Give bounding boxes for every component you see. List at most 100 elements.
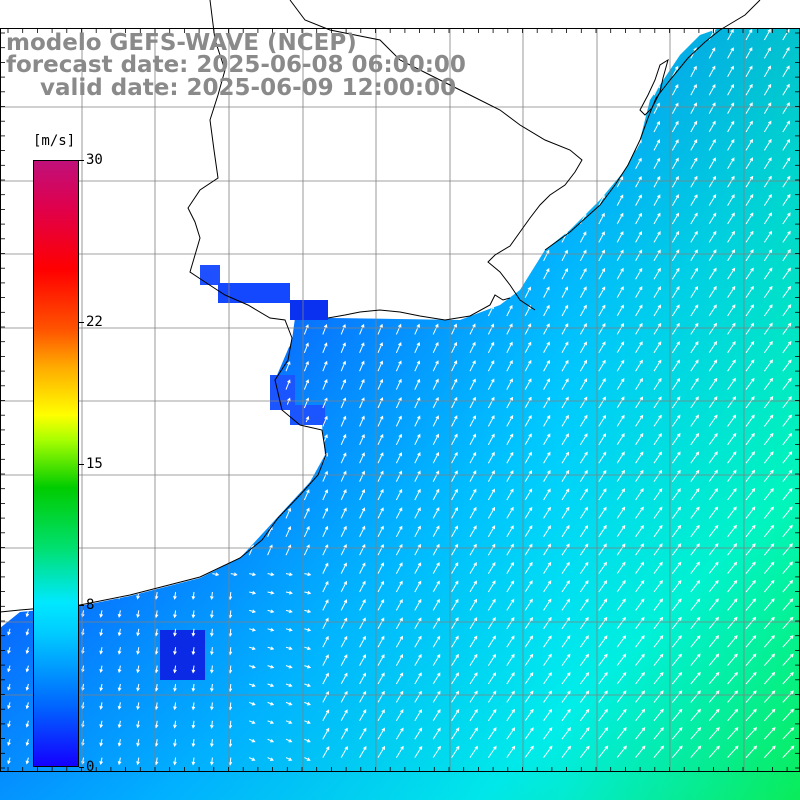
wind-arrow [708,157,716,170]
wind-arrow [543,727,553,740]
wind-arrow [635,506,644,519]
wind-arrow [745,432,755,446]
wind-arrow [322,691,329,703]
wind-arrow [598,267,606,280]
wind-arrow [598,745,609,758]
wind-arrow [340,580,347,593]
wind-arrow [653,286,661,298]
wind-arrow [506,727,516,740]
wind-arrow [561,506,570,519]
wind-arrow [524,359,532,372]
wind-arrow [377,709,385,722]
wind-arrow [616,469,625,482]
wind-arrow [304,757,311,761]
wind-arrow [322,525,329,538]
wind-arrow [432,525,440,538]
wind-arrow [653,396,662,409]
wind-arrow [395,397,402,409]
wind-arrow [745,47,753,59]
wind-arrow [782,635,794,648]
wind-arrow [782,46,790,59]
wind-arrow [727,451,737,464]
wind-arrow [598,488,607,501]
wind-arrow [690,616,701,630]
wind-arrow [340,544,347,556]
wind-arrow [285,664,293,669]
wind-arrow [745,267,754,280]
wind-arrow [745,414,755,427]
wind-arrow [285,627,293,632]
wind-arrow [487,360,495,372]
wind-arrow [763,267,773,280]
wind-arrow [598,543,607,556]
wind-arrow [727,653,738,666]
wind-arrow [708,175,717,188]
wind-arrow [487,727,497,740]
wind-arrow [340,378,347,390]
wind-arrow [782,396,792,409]
wind-arrow [395,617,403,630]
wind-arrow [690,653,701,666]
wind-arrow [671,267,680,280]
wind-arrow [764,653,776,666]
wind-arrow [561,341,569,354]
wind-arrow [487,415,495,427]
wind-arrow [690,157,698,170]
wind-arrow [506,690,515,703]
wind-arrow [359,525,366,538]
wind-arrow [561,488,570,501]
colorbar [33,160,79,767]
wind-arrow [154,757,159,766]
wind-arrow [763,359,774,372]
wind-arrow [561,616,571,630]
wind-arrow [451,378,458,390]
colorbar-tick-label: 30 [86,152,103,168]
wind-arrow [377,562,384,574]
wind-arrow [543,488,551,501]
wind-arrow [579,525,589,538]
wind-arrow [635,433,644,446]
wind-arrow [745,616,757,630]
wind-arrow [359,654,366,666]
wind-arrow [359,745,367,758]
wind-arrow [414,543,421,556]
wind-arrow [322,672,329,685]
wind-arrow [690,469,700,482]
wind-arrow [210,591,214,601]
wind-arrow [524,341,532,354]
wind-arrow [487,690,497,703]
wind-arrow [395,543,403,556]
wind-arrow [616,488,626,501]
wind-arrow [469,360,476,372]
wind-arrow [671,120,679,133]
wind-arrow [340,470,347,482]
wind-arrow [764,598,775,611]
wind-arrow [727,469,737,482]
wind-arrow [340,709,348,722]
colorbar-tick-label: 15 [86,455,103,472]
wind-arrow [136,683,140,692]
wind-arrow [395,360,402,372]
wind-arrow [285,646,293,651]
wind-arrow [191,720,196,729]
wind-arrow [487,488,495,501]
wind-arrow [524,635,534,648]
wind-arrow [745,690,757,703]
wind-arrow [414,378,421,390]
wind-arrow [690,65,697,78]
wind-arrow [782,249,791,262]
wind-arrow [616,451,625,464]
wind-arrow [782,727,795,740]
wind-arrow [690,745,702,758]
wind-arrow [543,286,550,298]
wind-arrow [377,378,384,390]
wind-arrow [763,340,773,354]
wind-arrow [727,322,736,335]
wind-arrow [414,635,422,648]
wind-arrow [340,672,348,685]
wind-arrow [782,65,790,78]
wind-arrow [690,579,701,593]
wind-arrow [653,267,661,280]
wind-arrow [451,543,459,556]
